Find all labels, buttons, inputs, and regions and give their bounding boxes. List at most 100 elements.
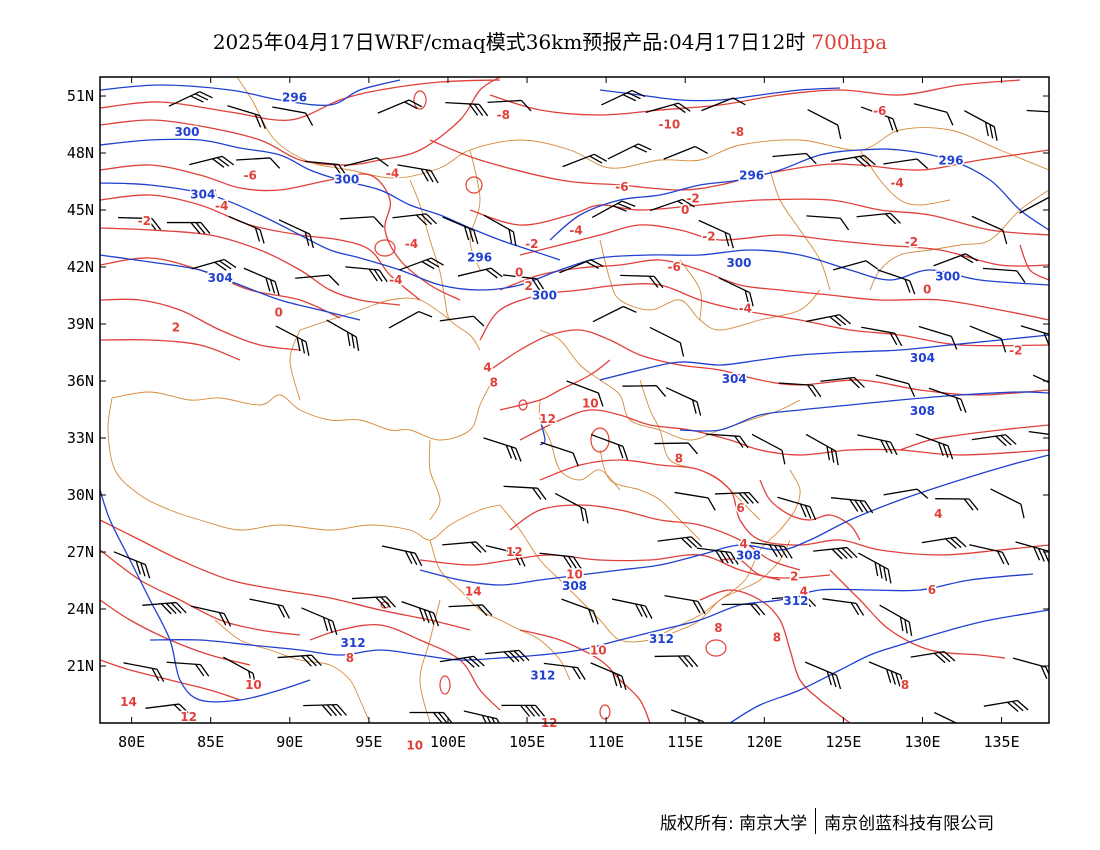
wind-barb-icon [388,310,433,329]
wind-barb-icon [540,441,579,467]
temperature-label: 0 [275,305,283,319]
wind-barb-icon [303,704,347,717]
temperature-isotherm [100,164,461,301]
y-tick-label: 48N [67,144,94,162]
x-tick-label: 115E [667,733,703,751]
temperature-isotherm [100,194,421,301]
temperature-isotherm [100,549,301,636]
temperature-label: 2 [524,279,532,293]
wind-barb-icon [222,656,257,688]
temperature-label: 8 [490,376,498,390]
boundary-line [214,619,371,723]
wind-barb-icon [830,497,874,514]
temperature-label: -4 [389,273,402,287]
wind-barb-icon [649,326,685,357]
temperature-label: -6 [204,188,217,202]
x-tick-label: 105E [509,733,545,751]
temperature-isotherm [499,259,1049,321]
temperature-isotherm [699,589,851,723]
wind-barb-icon [445,101,489,117]
temperature-isotherm [519,409,1049,456]
x-tick-label: 100E [430,733,466,751]
wind-barb-icon [964,110,998,141]
wind-barb-icon [442,216,479,245]
wind-barb-icon [190,605,232,627]
height-isoline [729,609,1049,723]
wind-barb-icon [607,143,652,160]
temperature-label: 0 [923,283,931,297]
wind-barb-icon [463,710,504,723]
wind-barb-icon [227,105,266,130]
wind-barb-icon [868,661,906,689]
height-label: 300 [334,172,359,186]
temperature-label: -6 [873,104,886,118]
x-tick-label: 85E [197,733,224,751]
temperature-label: -2 [1009,343,1022,357]
wind-barb-icon [772,152,817,165]
wind-barb-icon [503,485,547,501]
wind-barb-icon [409,711,454,723]
y-tick-label: 27N [67,543,94,561]
wind-barb-icon [806,314,851,327]
wind-barb-icon [751,433,786,465]
wind-barb-icon [392,213,437,226]
temperature-label: 6 [928,583,936,597]
boundary-line [409,179,481,351]
wind-barb-icon [339,216,384,228]
axis-ticks: 51N 48N 45N 42N 39N 36N 33N 30N 27N 24N 21N 80E 85E 9… [67,77,1049,751]
wind-barb-icon [503,274,546,292]
wind-barb-icon [670,709,709,723]
wind-barb-icon [249,598,290,619]
height-isoline [599,334,1049,381]
height-label: 308 [910,404,935,418]
height-label: 304 [910,351,935,365]
wind-barb-icon [145,703,190,715]
wind-barb-icon [777,496,817,521]
height-label: 312 [341,636,366,650]
temperature-isotherm [479,283,1049,347]
wind-barb-icon [969,325,1007,353]
boundary-line [289,329,301,401]
wind-barb-icon [705,433,749,449]
wind-barb-icon [915,433,954,460]
map-title: 2025年04月17日WRF/cmaq模式36km预报产品:04月17日12时 7… [0,26,1100,55]
wind-barb-icon [664,595,706,615]
wind-barb-icon [650,198,695,212]
wind-barb-icon [345,266,388,283]
wind-barb-icon [718,277,754,307]
y-tick-label: 42N [67,258,94,276]
wind-barb-icon [301,607,338,636]
wind-barb-icon [485,649,530,663]
height-label: 312 [530,668,555,682]
wind-barb-icon [750,541,793,559]
height-label: 296 [739,169,764,183]
wind-barb-icon [611,598,653,619]
temperature-label: -2 [905,235,918,249]
wind-barb-icon [877,269,916,295]
wind-barb-icon [696,547,739,565]
temperature-label: 2 [172,321,180,335]
wind-barb-icon [236,157,281,169]
height-label: 300 [174,125,199,139]
wind-barb-icon [778,382,822,398]
wind-barb-icon [674,491,716,511]
temperature-label: -8 [731,125,744,139]
height-label: 296 [467,250,492,264]
wind-barb-icon [304,160,348,177]
wind-barb-icon [1028,430,1049,437]
wind-barb-icon [275,325,310,356]
temperature-isotherm [829,569,1006,659]
temperature-label: 10 [245,678,262,692]
temperature-isotherm [719,558,831,579]
wind-barb-icon [879,604,913,637]
temperature-cell [518,399,528,411]
wind-barb-icon [982,267,1026,283]
wind-barb-icon [439,655,485,668]
height-isoline [149,573,1034,661]
temperature-isotherm [1019,244,1049,281]
wind-barb-icon [566,380,604,407]
wind-barb-icon [351,596,396,609]
temperature-label: 2 [790,570,798,584]
wind-barb-icon [590,433,629,461]
temperature-cell [590,427,610,453]
